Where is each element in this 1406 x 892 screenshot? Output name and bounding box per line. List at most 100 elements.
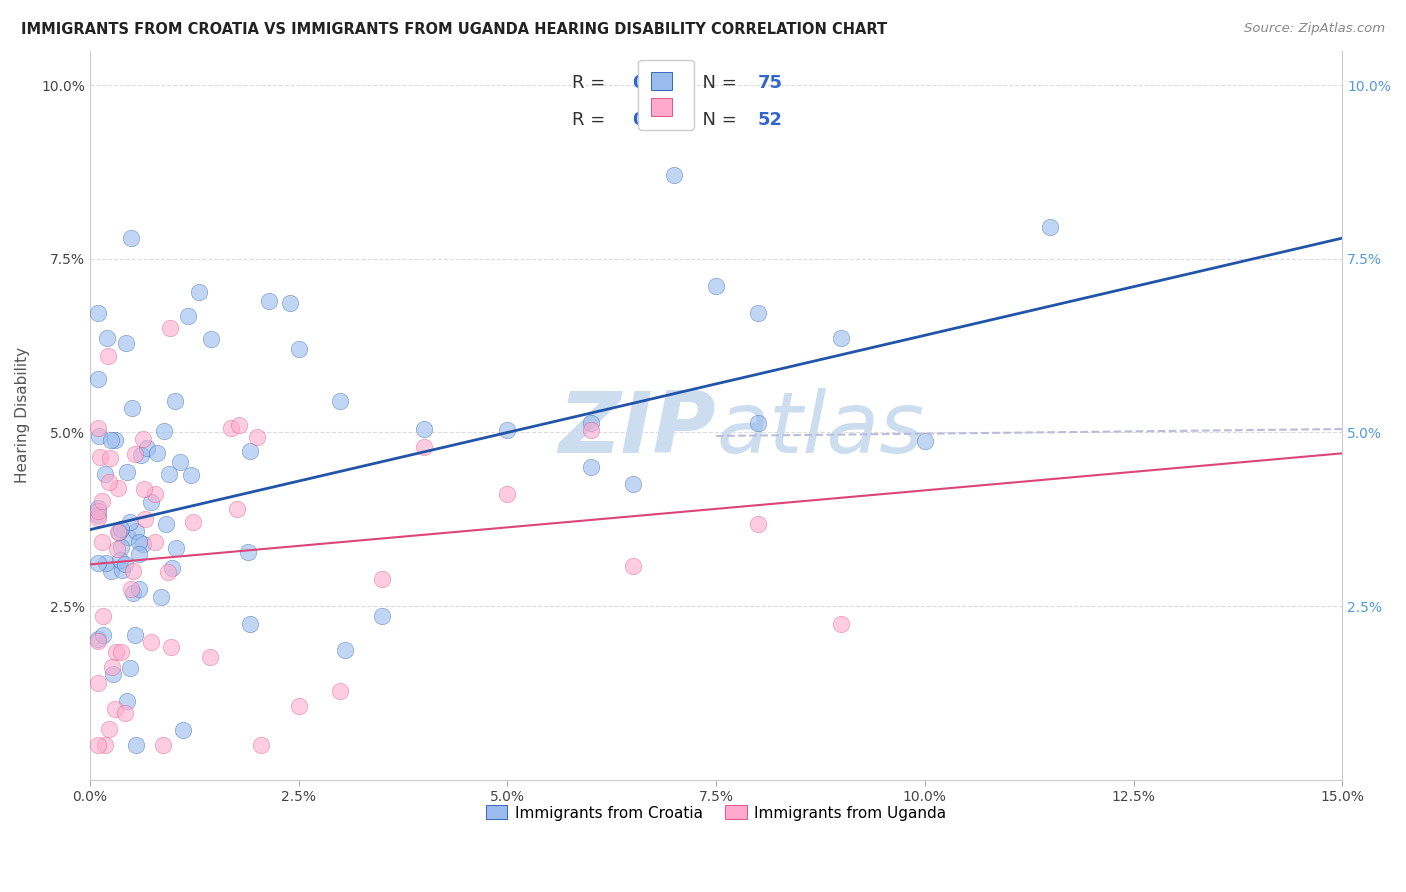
Point [200, 332, 222, 346]
Point [107, 481, 129, 495]
Point [134, 512, 156, 526]
Point [160, 640, 183, 654]
Text: 0.230: 0.230 [633, 74, 689, 93]
Point [333, 642, 356, 657]
Point [152, 738, 174, 752]
Text: IMMIGRANTS FROM CROATIA VS IMMIGRANTS FROM UGANDA HEARING DISABILITY CORRELATION: IMMIGRANTS FROM CROATIA VS IMMIGRANTS FR… [21, 22, 887, 37]
Text: 0.137: 0.137 [633, 111, 689, 129]
Point [87, 306, 110, 320]
Point [91, 494, 114, 508]
Point [114, 336, 136, 351]
Legend: Immigrants from Croatia, Immigrants from Uganda: Immigrants from Croatia, Immigrants from… [479, 799, 953, 827]
Point [115, 694, 138, 708]
Point [110, 540, 132, 554]
Point [621, 477, 644, 491]
Point [120, 231, 142, 245]
Point [412, 440, 434, 454]
Point [143, 535, 166, 549]
Point [87, 556, 110, 570]
Text: Source: ZipAtlas.com: Source: ZipAtlas.com [1244, 22, 1385, 36]
Point [91, 627, 114, 641]
Point [101, 660, 124, 674]
Point [143, 487, 166, 501]
Point [257, 293, 280, 308]
Point [371, 572, 394, 586]
Point [830, 331, 852, 345]
Point [89, 450, 111, 464]
Point [120, 582, 142, 597]
Point [87, 632, 110, 646]
Point [496, 487, 519, 501]
Point [187, 285, 209, 299]
Point [132, 537, 155, 551]
Point [621, 558, 644, 573]
Point [110, 553, 132, 567]
Point [131, 448, 153, 462]
Point [87, 738, 110, 752]
Point [93, 609, 115, 624]
Point [87, 504, 110, 518]
Point [105, 645, 128, 659]
Point [97, 722, 120, 736]
Point [132, 433, 155, 447]
Point [704, 279, 727, 293]
Point [579, 459, 602, 474]
Text: N =: N = [690, 111, 742, 129]
Point [124, 447, 146, 461]
Point [110, 645, 132, 659]
Point [239, 616, 262, 631]
Point [239, 444, 262, 458]
Point [176, 309, 198, 323]
Point [128, 547, 150, 561]
Text: R =: R = [572, 111, 612, 129]
Point [219, 421, 242, 435]
Point [172, 723, 194, 738]
Point [111, 563, 134, 577]
Point [117, 530, 139, 544]
Point [120, 515, 142, 529]
Text: 75: 75 [758, 74, 782, 93]
Point [94, 738, 117, 752]
Point [97, 349, 120, 363]
Point [152, 424, 174, 438]
Text: 52: 52 [758, 111, 782, 129]
Point [747, 306, 769, 320]
Point [278, 296, 301, 310]
Point [100, 564, 122, 578]
Point [181, 515, 204, 529]
Point [90, 535, 112, 549]
Point [104, 433, 127, 447]
Point [150, 591, 173, 605]
Point [496, 423, 519, 437]
Point [98, 451, 121, 466]
Point [747, 517, 769, 532]
Point [146, 446, 169, 460]
Point [94, 557, 117, 571]
Point [329, 684, 352, 698]
Point [100, 433, 122, 447]
Point [97, 475, 120, 489]
Point [139, 495, 162, 509]
Point [159, 321, 181, 335]
Point [128, 582, 150, 597]
Point [87, 508, 110, 522]
Point [87, 675, 110, 690]
Text: N =: N = [690, 74, 742, 93]
Point [118, 661, 141, 675]
Point [156, 565, 179, 579]
Point [94, 467, 117, 482]
Point [104, 702, 127, 716]
Point [180, 467, 202, 482]
Point [87, 501, 110, 516]
Point [96, 331, 118, 345]
Point [125, 738, 148, 752]
Point [287, 698, 309, 713]
Point [122, 586, 145, 600]
Point [200, 649, 222, 664]
Point [135, 441, 157, 455]
Point [747, 416, 769, 430]
Point [114, 557, 136, 571]
Point [105, 542, 128, 557]
Point [101, 666, 124, 681]
Point [132, 482, 155, 496]
